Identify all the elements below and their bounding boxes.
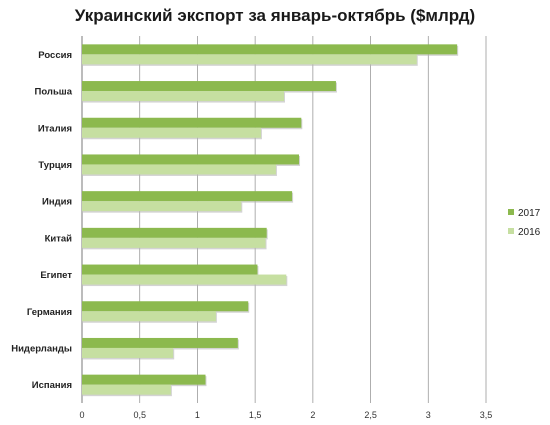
bar-2016: [82, 347, 174, 358]
bar-2017: [82, 191, 293, 202]
bar-2017: [82, 154, 300, 165]
bar-2017: [82, 227, 267, 238]
bar-2016: [82, 311, 216, 322]
legend-label-2016: 2016: [518, 227, 541, 238]
x-tick-label: 3: [426, 410, 431, 420]
bar-2016: [82, 274, 287, 285]
legend: 2017 2016: [508, 208, 541, 238]
category-label: Германия: [27, 307, 72, 318]
x-tick-label: 2: [310, 410, 315, 420]
bar-2016: [82, 127, 261, 138]
legend-label-2017: 2017: [518, 208, 541, 219]
bar-2017: [82, 374, 206, 385]
x-tick-label: 1,5: [249, 410, 262, 420]
category-label: Италия: [38, 123, 72, 134]
category-label: Турция: [38, 160, 72, 171]
category-label: Испания: [32, 380, 72, 391]
bar-2017: [82, 117, 302, 128]
bar-2016: [82, 91, 284, 102]
category-label: Индия: [42, 197, 72, 208]
x-tick-label: 0: [79, 410, 84, 420]
x-tick-label: 3,5: [480, 410, 493, 420]
bar-2017: [82, 44, 458, 55]
bar-2017: [82, 337, 238, 348]
bars: [82, 44, 459, 397]
bar-2016: [82, 201, 242, 212]
bar-2016: [82, 237, 266, 248]
category-label: Россия: [38, 50, 72, 61]
category-label: Китай: [45, 233, 73, 244]
bar-2017: [82, 81, 336, 92]
x-tick-label: 0,5: [133, 410, 146, 420]
legend-swatch-2016: [508, 228, 514, 234]
bar-2016: [82, 384, 171, 395]
x-tick-label: 2,5: [364, 410, 377, 420]
chart-title: Украинский экспорт за январь-октябрь ($м…: [75, 6, 475, 25]
category-label: Египет: [40, 270, 72, 281]
category-label: Нидерланды: [11, 343, 72, 354]
bar-2017: [82, 264, 258, 275]
bar-2017: [82, 301, 249, 312]
bar-2016: [82, 164, 276, 175]
x-tick-labels: 0 0,5 1 1,5 2 2,5 3 3,5: [79, 410, 492, 420]
x-tick-label: 1: [195, 410, 200, 420]
bar-2016: [82, 54, 417, 65]
category-labels: Россия Польша Италия Турция Индия Китай Египет…: [11, 50, 72, 391]
category-label: Польша: [35, 87, 73, 98]
legend-swatch-2017: [508, 209, 514, 215]
